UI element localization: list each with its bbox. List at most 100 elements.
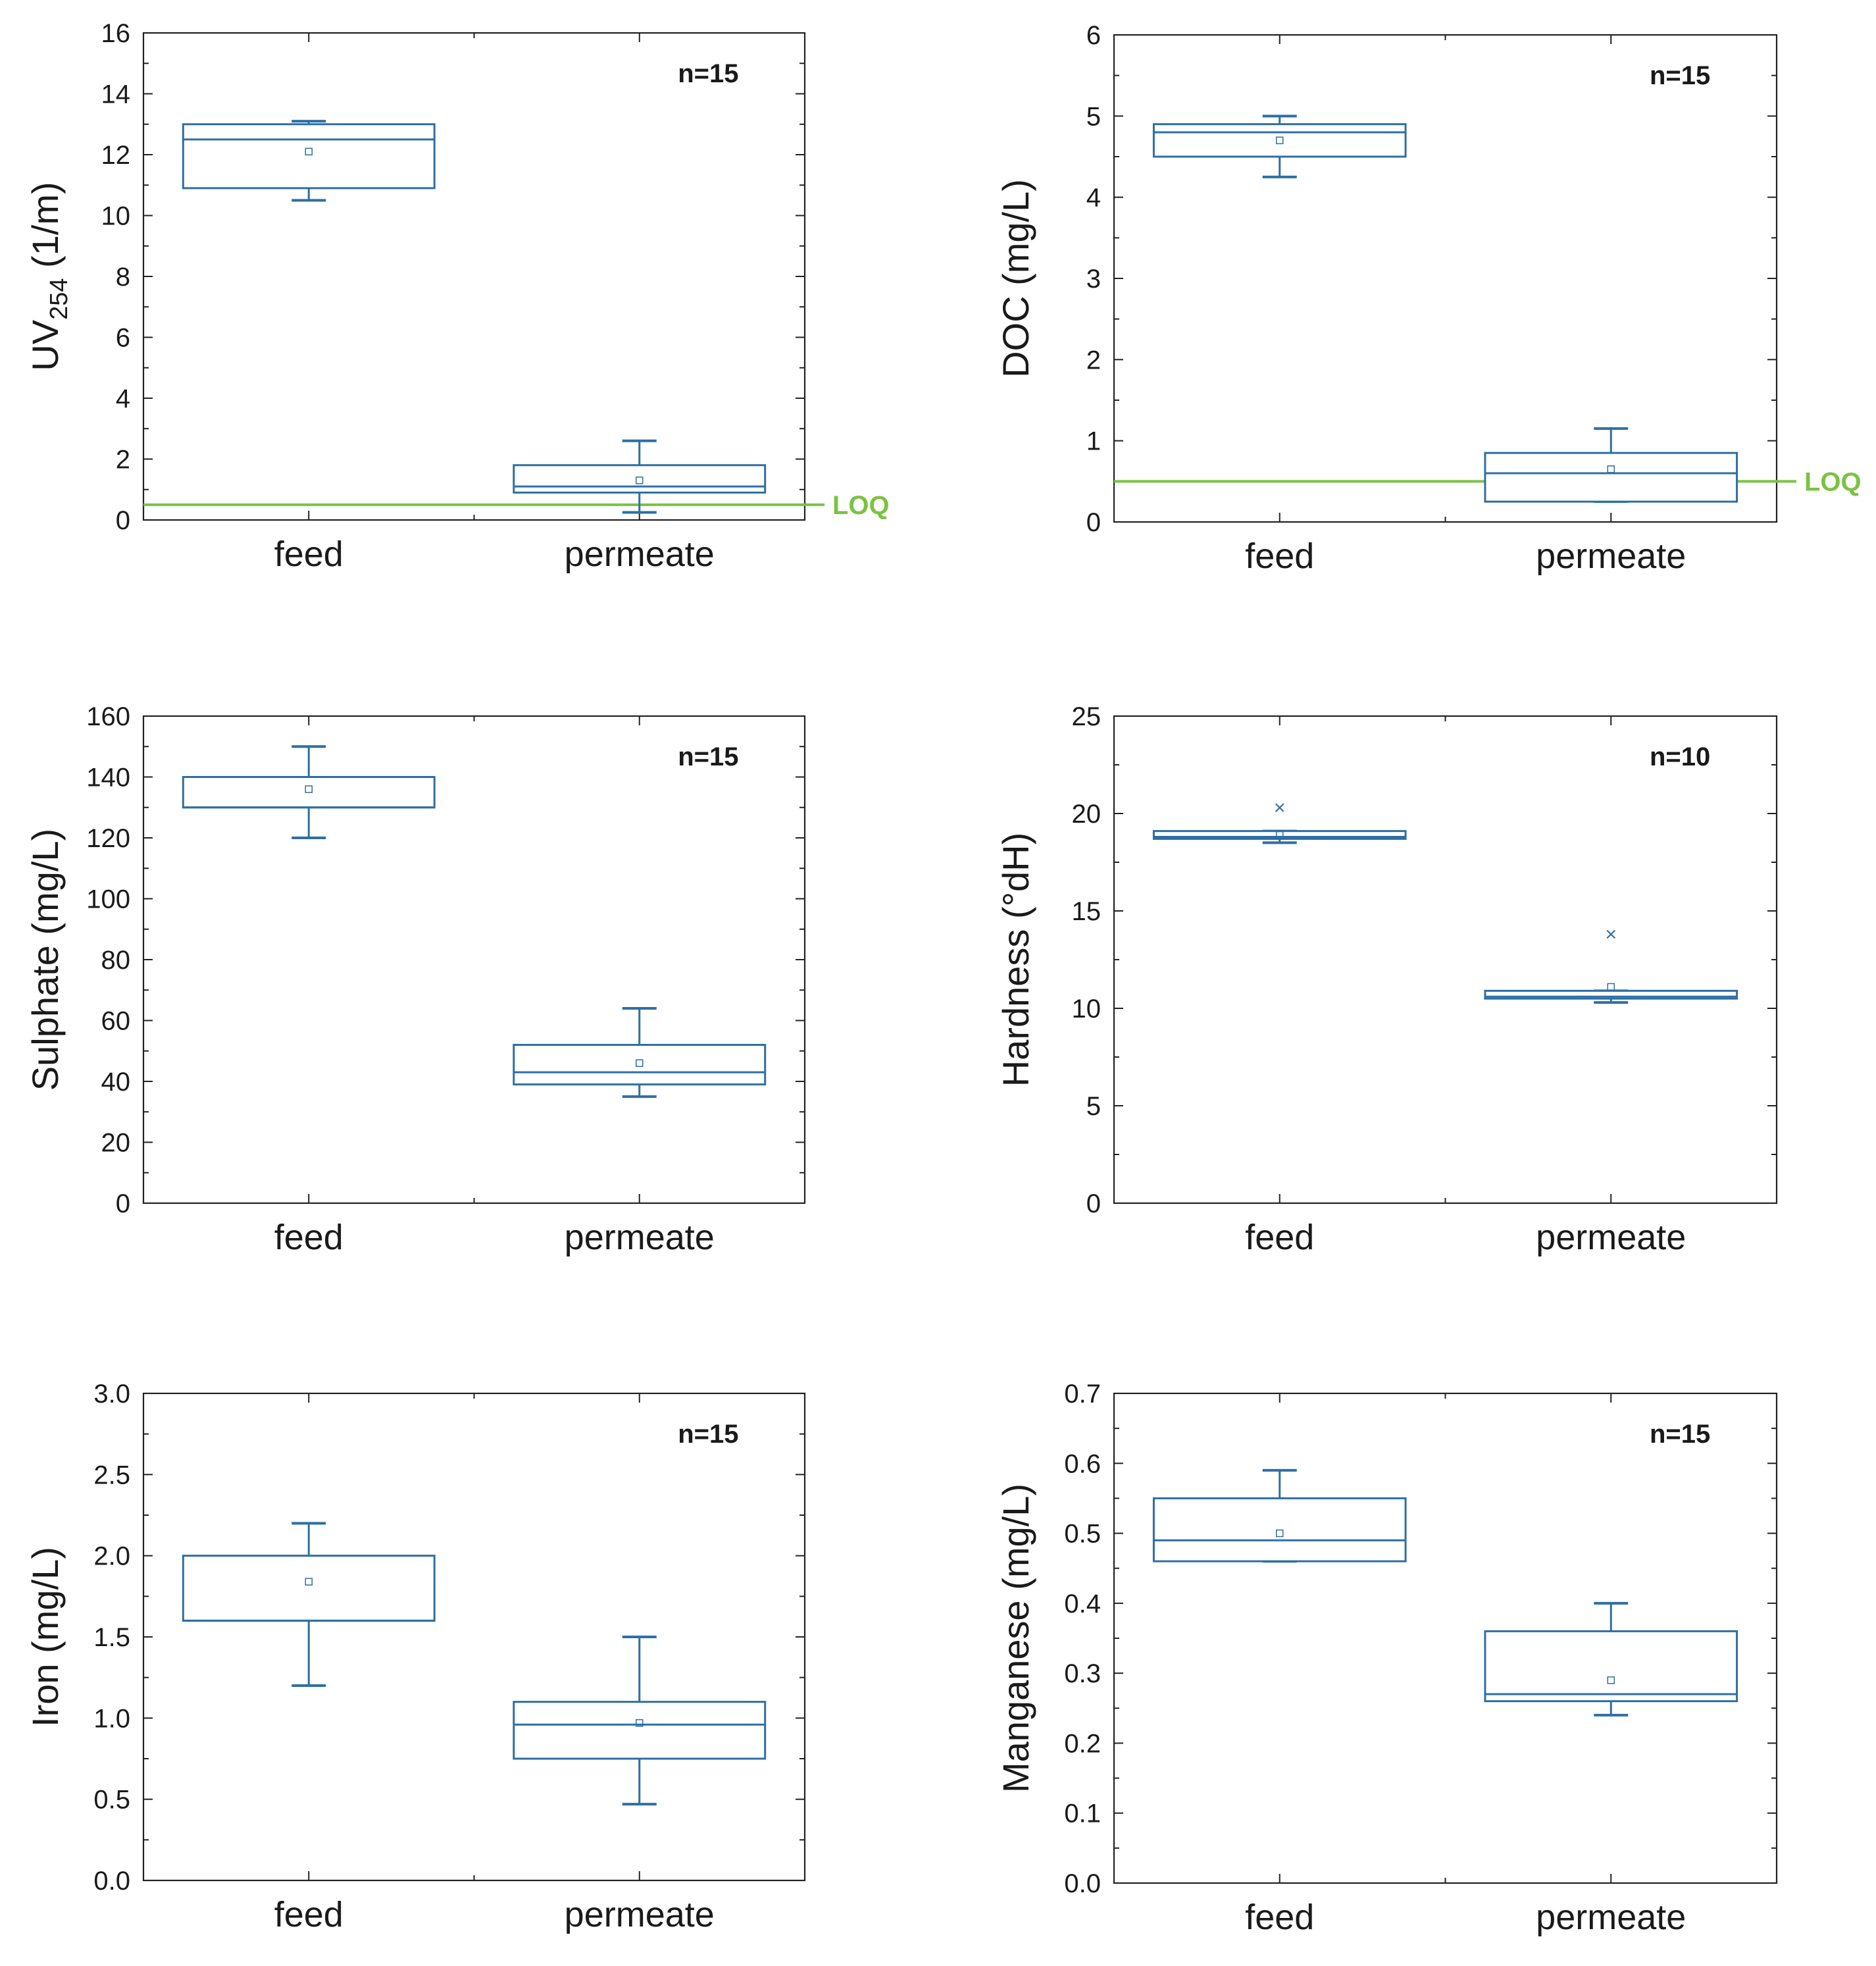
- loq-label: LOQ: [1804, 467, 1862, 496]
- category-label-permeate: permeate: [1536, 1218, 1686, 1257]
- y-tick-label: 160: [86, 702, 130, 731]
- category-label-feed: feed: [274, 1218, 343, 1257]
- box-feed: [182, 745, 436, 839]
- mean-marker: [1276, 136, 1284, 145]
- y-tick-label: 8: [116, 263, 130, 292]
- mean-marker: [636, 1059, 644, 1067]
- box-iqr: [513, 464, 767, 494]
- y-tick-label: 120: [86, 824, 130, 853]
- y-tick-label: 3.0: [93, 1380, 130, 1409]
- y-tick-label: 0: [1086, 508, 1101, 537]
- y-tick-label: 5: [1086, 1092, 1101, 1121]
- chart-panel-5: 0.0 0.5 1.0 1.5 2.0 2.5 3.0 feed permeate Iron (m…: [24, 1380, 806, 1934]
- y-tick-label: 6: [1086, 21, 1101, 50]
- y-tick-label: 3: [1086, 265, 1101, 294]
- mean-marker: [1607, 1676, 1615, 1684]
- plot-frame: [142, 32, 806, 521]
- mean-marker: [305, 1578, 313, 1586]
- sample-size-label: n=15: [1650, 1420, 1710, 1449]
- y-tick-label: 0.4: [1064, 1590, 1101, 1618]
- mean-marker: [636, 477, 644, 484]
- y-tick-label: 14: [101, 80, 131, 109]
- y-axis-title-main: Iron (mg/L): [24, 1547, 66, 1727]
- y-tick-label: 60: [101, 1007, 131, 1036]
- y-tick-label: 4: [1086, 184, 1101, 213]
- box-permeate: [1484, 427, 1738, 504]
- box-permeate: [1484, 1601, 1738, 1717]
- y-tick-label: 0.5: [93, 1786, 130, 1815]
- chart-panel-6: 0.0 0.1 0.2 0.3 0.4 0.5 0.6 0.7 feed permeate Mang…: [995, 1380, 1778, 1937]
- y-axis-title: Sulphate (mg/L): [24, 829, 66, 1091]
- box-iqr: [182, 123, 436, 190]
- y-tick-label: 100: [86, 885, 130, 914]
- mean-marker: [1276, 1529, 1284, 1538]
- box-iqr: [1152, 123, 1407, 158]
- mean-marker: [305, 785, 313, 793]
- y-tick-label: 80: [101, 946, 131, 975]
- y-tick-label: 0.1: [1064, 1799, 1101, 1828]
- y-tick-label: 140: [86, 763, 130, 792]
- box-iqr: [513, 1701, 767, 1760]
- y-tick-label: 5: [1086, 102, 1101, 131]
- category-label-permeate: permeate: [1536, 1898, 1686, 1937]
- y-tick-label: 2: [116, 446, 130, 475]
- y-tick-label: 40: [101, 1068, 131, 1097]
- y-tick-label: 0: [1086, 1189, 1101, 1218]
- box-feed: [1152, 115, 1407, 178]
- category-label-feed: feed: [1245, 1218, 1314, 1257]
- plot-frame: [142, 1392, 806, 1882]
- chart-panel-1: 0 2 4 6 8 10 12 14 16 feed permeate UV254 (1/m) n=15…: [24, 19, 890, 574]
- y-axis-title: UV254 (1/m): [24, 182, 73, 371]
- y-axis-title: Iron (mg/L): [24, 1547, 66, 1727]
- box-permeate: [513, 1007, 767, 1099]
- sample-size-label: n=15: [678, 1420, 738, 1449]
- y-tick-label: 6: [116, 324, 130, 353]
- y-axis-title-unit: (1/m): [24, 182, 66, 278]
- y-tick-label: 0.0: [1064, 1869, 1101, 1898]
- y-axis-title: DOC (mg/L): [995, 179, 1036, 378]
- plot-frame: [1113, 715, 1778, 1204]
- y-axis-title-main: Hardness (°dH): [995, 833, 1036, 1087]
- category-label-feed: feed: [274, 534, 343, 574]
- mean-marker: [305, 147, 313, 156]
- box-feed: [1152, 803, 1407, 844]
- chart-panel-3: 0 20 40 60 80 100 120 140 160 feed permeate Sulphat…: [24, 702, 806, 1257]
- y-tick-label: 1.5: [93, 1623, 130, 1652]
- mean-marker: [1607, 983, 1615, 991]
- y-tick-label: 2.0: [93, 1542, 130, 1571]
- y-tick-label: 4: [116, 384, 130, 413]
- y-tick-label: 25: [1072, 702, 1102, 731]
- box-permeate: [513, 439, 767, 514]
- category-label-permeate: permeate: [1536, 536, 1686, 576]
- y-axis-title: Manganese (mg/L): [995, 1484, 1036, 1793]
- y-axis-title-subscript: 254: [45, 278, 73, 320]
- box-iqr: [1152, 830, 1407, 840]
- y-tick-label: 0.6: [1064, 1449, 1101, 1478]
- box-feed: [1152, 1468, 1407, 1563]
- y-tick-label: 12: [101, 141, 131, 170]
- y-tick-label: 20: [101, 1129, 131, 1158]
- category-label-feed: feed: [1245, 1898, 1314, 1937]
- y-tick-label: 1.0: [93, 1704, 130, 1733]
- y-tick-label: 10: [101, 202, 131, 231]
- y-tick-label: 16: [101, 19, 131, 48]
- y-tick-label: 0.0: [93, 1867, 130, 1896]
- y-tick-label: 0.2: [1064, 1729, 1101, 1758]
- plot-frame: [1113, 34, 1778, 523]
- chart-panel-2: 0 1 2 3 4 5 6 feed permeate DOC (mg/L) n=15 LOQ: [995, 21, 1862, 576]
- y-tick-label: 0.3: [1064, 1659, 1101, 1688]
- mean-marker: [1607, 465, 1615, 473]
- y-tick-label: 15: [1072, 897, 1102, 926]
- y-axis-title-main: Sulphate (mg/L): [24, 829, 66, 1091]
- mean-marker: [636, 1719, 644, 1727]
- y-tick-label: 0.5: [1064, 1520, 1101, 1549]
- box-iqr: [182, 1555, 436, 1622]
- box-iqr: [513, 1044, 767, 1086]
- y-axis-title: Hardness (°dH): [995, 833, 1036, 1087]
- sample-size-label: n=10: [1650, 742, 1710, 771]
- y-axis-title-main: UV: [24, 319, 66, 371]
- y-tick-label: 0.7: [1064, 1380, 1101, 1409]
- y-tick-label: 2.5: [93, 1461, 130, 1489]
- y-tick-label: 2: [1086, 346, 1101, 375]
